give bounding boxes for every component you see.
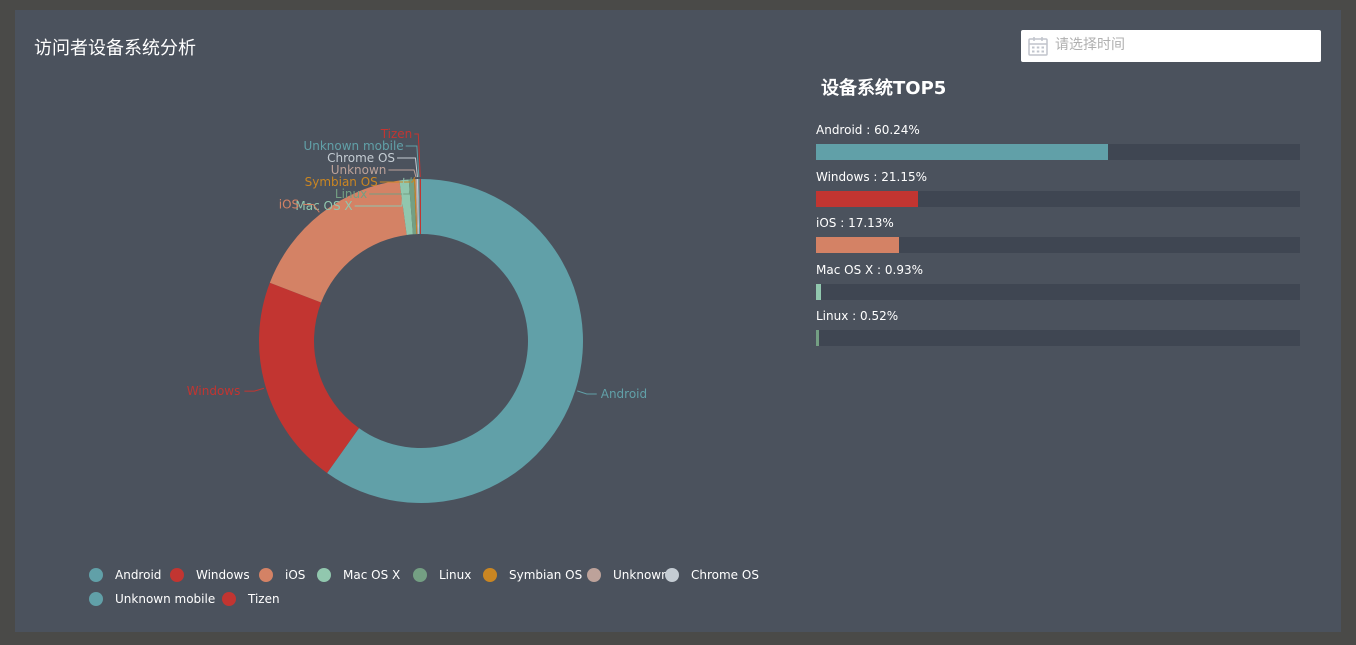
slice-linux[interactable]: [408, 179, 417, 235]
leader-line-windows: [244, 387, 265, 392]
slice-ios[interactable]: [269, 180, 407, 303]
leader-line-chrome-os: [397, 157, 418, 178]
slice-chrome-os[interactable]: [416, 179, 420, 235]
leader-line-android: [577, 390, 597, 395]
legend-label: Android: [115, 568, 162, 582]
legend-dot-icon: [317, 568, 331, 582]
panel-title: 访问者设备系统分析: [34, 38, 196, 59]
legend-dot-icon: [222, 592, 236, 606]
legend-label: iOS: [285, 568, 306, 582]
leader-line-linux: [369, 177, 412, 195]
top5-title: 设备系统TOP5: [821, 78, 947, 99]
slice-label-symbian-os: Symbian OS: [305, 175, 378, 189]
slice-label-ios: iOS: [279, 197, 299, 211]
legend-dot-icon: [665, 568, 679, 582]
slice-label-linux: Linux: [335, 187, 367, 201]
legend-label: Tizen: [248, 592, 280, 606]
top5-bar-fill: [816, 237, 899, 253]
legend-label: Chrome OS: [691, 568, 759, 582]
top5-bar-fill: [816, 330, 819, 346]
slice-label-android: Android: [601, 387, 647, 401]
legend-label: Unknown: [613, 568, 669, 582]
top5-item-label: Android : 60.24%: [816, 123, 920, 137]
legend-dot-icon: [587, 568, 601, 582]
top5-item: iOS : 17.13%: [816, 215, 1300, 262]
legend-dot-icon: [170, 568, 184, 582]
legend-label: Mac OS X: [343, 568, 401, 582]
legend-label: Unknown mobile: [115, 592, 216, 606]
top5-item: Android : 60.24%: [816, 122, 1300, 169]
top5-item: Mac OS X : 0.93%: [816, 262, 1300, 309]
leader-line-tizen: [414, 133, 421, 178]
date-input[interactable]: [1055, 30, 1313, 60]
top5-bar-fill: [816, 144, 1108, 160]
leader-line-mac-os-x: [354, 177, 405, 207]
date-picker[interactable]: [1021, 30, 1321, 62]
slice-label-chrome-os: Chrome OS: [327, 151, 395, 165]
top5-bar-fill: [816, 283, 821, 300]
slice-label-unknown-mobile: Unknown mobile: [303, 139, 403, 153]
top5-item-label: Windows : 21.15%: [816, 169, 927, 184]
top5-item: Linux : 0.52%: [816, 308, 1300, 355]
legend-dot-icon: [259, 568, 273, 582]
top5-bar-track: [816, 144, 1300, 160]
top5-bar-fill: [816, 190, 919, 207]
slice-label-mac-os-x: Mac OS X: [295, 199, 352, 213]
legend-dot-icon: [89, 568, 103, 582]
slice-windows[interactable]: [259, 282, 359, 473]
leader-line-unknown-mobile: [405, 145, 420, 178]
leader-line-symbian-os: [379, 176, 416, 183]
top5-item-label: iOS : 17.13%: [816, 216, 894, 230]
top5-list: Android : 60.24% Windows : 21.15% iOS : 17…: [816, 122, 1300, 355]
slice-unknown-mobile[interactable]: [418, 179, 421, 235]
legend-dot-icon: [89, 592, 103, 606]
slice-android[interactable]: [327, 179, 583, 503]
top5-item-label: Linux : 0.52%: [816, 309, 899, 323]
legend-label: Windows: [196, 568, 250, 582]
slice-label-windows: Windows: [187, 384, 241, 398]
legend-dot-icon: [483, 568, 497, 582]
slice-unknown[interactable]: [415, 179, 419, 235]
top5-bar-track: [816, 237, 1300, 253]
leader-line-ios: [303, 203, 320, 213]
top5-bar-track: [816, 283, 1300, 300]
top5-item-label: Mac OS X : 0.93%: [816, 262, 924, 277]
calendar-icon: [1028, 37, 1048, 56]
top5-bar-track: [816, 190, 1300, 207]
legend-dot-icon: [413, 568, 427, 582]
slice-label-unknown: Unknown: [331, 163, 387, 177]
top5-bar-track: [816, 330, 1300, 346]
legend-label: Linux: [439, 568, 472, 582]
legend-label: Symbian OS: [509, 568, 583, 582]
top5-item: Windows : 21.15%: [816, 169, 1300, 216]
slice-symbian-os[interactable]: [413, 179, 418, 235]
slice-label-tizen: Tizen: [380, 127, 413, 141]
leader-line-unknown: [388, 169, 417, 178]
slice-tizen[interactable]: [419, 179, 421, 235]
